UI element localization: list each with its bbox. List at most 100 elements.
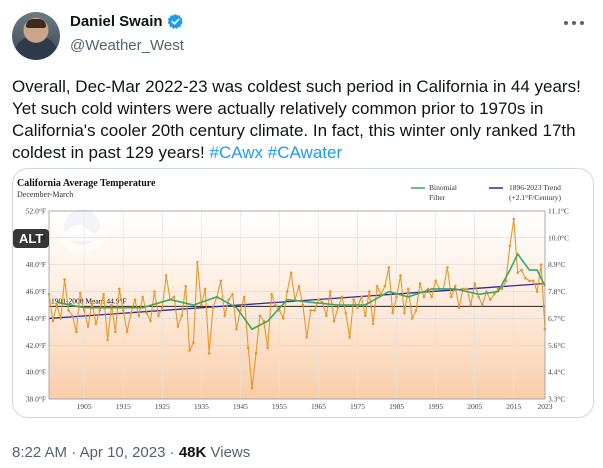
y-right-tick-label: 11.1°C <box>548 207 569 216</box>
annual-data-point <box>492 292 496 296</box>
y-right-tick-label: 10.0°C <box>548 233 569 242</box>
legend-filter-label: Binomial <box>429 183 457 192</box>
annual-data-point <box>172 295 176 299</box>
alt-text-badge[interactable]: ALT <box>13 229 50 248</box>
annual-data-point <box>336 306 340 309</box>
legend-trend-rate: (+2.1°F/Century) <box>509 193 562 202</box>
annual-data-point <box>403 311 406 315</box>
annual-data-point <box>356 306 359 309</box>
y-right-tick-label: 5.6°C <box>548 341 565 350</box>
legend-filter-label-2: Filter <box>429 193 446 202</box>
annual-data-point <box>110 303 113 307</box>
annual-data-point <box>102 292 105 296</box>
annual-data-point <box>145 311 148 315</box>
temperature-chart: California Average Temperature December-… <box>17 178 569 411</box>
annual-data-point <box>98 309 102 312</box>
annual-data-point <box>78 291 82 295</box>
annual-data-point <box>410 317 414 320</box>
y-left-tick-label: 48.0°F <box>26 260 46 269</box>
tweet-media-chart[interactable]: California Average Temperature December-… <box>12 168 594 418</box>
views-count: 48K <box>178 444 207 461</box>
annual-data-point <box>63 278 66 281</box>
annual-data-point <box>305 335 309 339</box>
annual-data-point <box>539 263 543 267</box>
annual-data-point <box>418 282 422 285</box>
more-options-icon[interactable] <box>562 16 586 30</box>
x-tick-label: 2015 <box>506 402 521 411</box>
annual-data-point <box>157 314 160 318</box>
annual-data-point <box>75 330 78 334</box>
annual-data-point <box>489 298 492 301</box>
annual-data-point <box>125 330 129 334</box>
x-axis: 1905 1915 1925 1935 1945 1955 1965 1975 1985 1995… <box>77 402 553 411</box>
annual-data-point <box>469 303 473 307</box>
annual-data-point <box>313 309 316 312</box>
annual-data-point <box>340 295 344 299</box>
annual-data-point <box>414 309 418 312</box>
annual-data-point <box>242 295 246 299</box>
annual-data-point <box>348 335 352 339</box>
verified-badge-icon <box>167 14 183 29</box>
annual-data-point <box>246 346 250 350</box>
annual-data-point <box>309 309 312 312</box>
annual-data-point <box>51 319 55 323</box>
binomial-filter-line <box>56 252 546 331</box>
avatar[interactable] <box>12 12 60 60</box>
annual-series-line <box>48 219 546 389</box>
annual-data-point <box>375 284 379 288</box>
annual-data-point <box>504 279 508 283</box>
annual-data-point <box>324 314 328 318</box>
annual-data-point <box>344 311 348 315</box>
annual-data-point <box>535 290 539 293</box>
annual-data-point <box>367 290 371 293</box>
annual-data-point <box>114 330 117 334</box>
annual-data-point <box>461 287 465 291</box>
y-right-tick-label: 4.4°C <box>548 368 565 377</box>
meta-separator: · <box>71 444 77 461</box>
annual-data-point <box>457 306 461 309</box>
annual-data-point <box>387 266 391 269</box>
annual-data-point <box>364 314 367 318</box>
annual-data-point <box>434 279 437 283</box>
annual-data-point <box>67 309 70 312</box>
author-display-name[interactable]: Daniel Swain <box>70 13 163 30</box>
annual-data-point <box>235 327 238 331</box>
hashtag-cawx[interactable]: #CAwx <box>209 143 264 162</box>
x-tick-label: 1955 <box>272 402 287 411</box>
annual-data-point <box>196 260 199 264</box>
avatar-hair <box>26 19 46 28</box>
x-tick-label: 2005 <box>467 402 482 411</box>
annual-data-point <box>219 279 223 283</box>
annual-data-point <box>481 303 484 307</box>
annual-data-point <box>262 319 266 323</box>
x-tick-label: 1985 <box>389 402 404 411</box>
y-right-tick-label: 8.9°C <box>548 260 565 269</box>
annual-data-point <box>184 284 187 288</box>
annual-data-point <box>203 287 207 291</box>
right-y-axis: 3.3°C 4.4°C 5.6°C 6.7°C 7.8°C 8.9°C 10.0°C 11.1… <box>548 207 569 404</box>
annual-data-point <box>270 292 273 296</box>
author-handle[interactable]: @Weather_West <box>70 37 184 54</box>
annual-data-point <box>453 284 457 288</box>
annual-data-point <box>141 295 145 299</box>
annual-data-point <box>274 303 277 307</box>
annual-data-point <box>531 279 535 283</box>
mean-label: 1901-2000 Mean: 44.9°F <box>51 296 127 305</box>
annual-data-point <box>82 309 86 312</box>
tweet-date[interactable]: Apr 10, 2023 <box>79 444 166 461</box>
annual-data-point <box>180 314 184 318</box>
annual-data-point <box>391 311 394 315</box>
annual-data-point <box>55 303 59 307</box>
annual-data-point <box>485 290 488 293</box>
annual-data-point <box>465 287 469 291</box>
annual-data-point <box>207 352 211 355</box>
annual-data-point <box>399 274 402 277</box>
annual-data-point <box>524 276 527 280</box>
annual-data-point <box>317 298 320 301</box>
plot-background <box>49 211 545 399</box>
annual-data-point <box>512 217 516 221</box>
tweet-time[interactable]: 8:22 AM <box>12 444 68 461</box>
annual-data-point <box>164 274 168 277</box>
x-tick-label: 1995 <box>428 402 443 411</box>
hashtag-cawater[interactable]: #CAwater <box>267 143 343 162</box>
